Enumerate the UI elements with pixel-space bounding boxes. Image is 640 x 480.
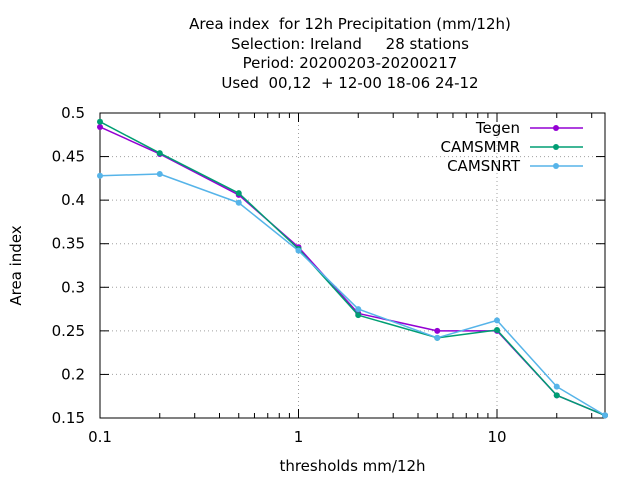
title-line-1: Area index for 12h Precipitation (mm/12h… bbox=[189, 15, 511, 33]
data-point bbox=[553, 392, 560, 399]
data-point bbox=[494, 326, 501, 333]
y-tick-label: 0.5 bbox=[61, 104, 85, 122]
legend-marker bbox=[553, 125, 559, 131]
series-camsnrt bbox=[97, 171, 608, 419]
series-camsmmr bbox=[97, 118, 608, 419]
data-point bbox=[434, 327, 441, 334]
data-point bbox=[235, 190, 242, 197]
data-point bbox=[355, 312, 362, 319]
series-line bbox=[99, 126, 606, 417]
axis-ticks bbox=[99, 112, 605, 419]
plot-frame bbox=[99, 112, 606, 419]
data-point bbox=[97, 123, 103, 130]
series-line bbox=[99, 121, 606, 417]
data-point bbox=[295, 247, 302, 254]
y-tick-label: 0.35 bbox=[52, 235, 85, 253]
data-point bbox=[235, 199, 242, 206]
legend-label: CAMSNRT bbox=[447, 157, 521, 175]
legend-marker bbox=[553, 163, 559, 169]
x-tick-label: 10 bbox=[487, 428, 506, 446]
y-axis-label: Area index bbox=[7, 225, 25, 305]
title-line-3: Period: 20200203-20200217 bbox=[242, 54, 458, 72]
y-tick-label: 0.3 bbox=[61, 278, 85, 296]
data-point bbox=[602, 412, 608, 419]
legend-label: Tegen bbox=[475, 119, 520, 137]
chart-title: Area index for 12h Precipitation (mm/12h… bbox=[0, 15, 640, 93]
title-line-2: Selection: Ireland 28 stations bbox=[231, 34, 469, 53]
x-tick-label: 1 bbox=[294, 428, 304, 446]
data-point bbox=[355, 306, 362, 313]
x-tick-label: 0.1 bbox=[88, 428, 112, 446]
data-point bbox=[494, 317, 501, 324]
tick-labels: 0.15 0.2 0.25 0.3 0.35 0.4 0.45 0.5 0.1 1 10 bbox=[52, 104, 507, 446]
data-point bbox=[553, 383, 560, 390]
data-point bbox=[156, 171, 163, 177]
y-tick-label: 0.25 bbox=[52, 322, 85, 340]
series-line bbox=[99, 173, 606, 417]
data-point bbox=[156, 150, 163, 157]
data-point bbox=[97, 172, 103, 179]
y-tick-label: 0.4 bbox=[61, 191, 85, 209]
grid bbox=[100, 113, 605, 418]
y-tick-label: 0.2 bbox=[61, 365, 85, 383]
y-tick-label: 0.45 bbox=[52, 148, 85, 166]
legend-label: CAMSMMR bbox=[440, 138, 520, 156]
x-axis-label: thresholds mm/12h bbox=[279, 457, 425, 475]
series-group bbox=[97, 118, 608, 419]
legend-marker bbox=[553, 144, 559, 150]
data-point bbox=[434, 334, 441, 341]
y-tick-label: 0.15 bbox=[52, 409, 85, 427]
data-point bbox=[97, 118, 103, 125]
title-line-4: Used 00,12 + 12-00 18-06 24-12 bbox=[221, 73, 479, 92]
